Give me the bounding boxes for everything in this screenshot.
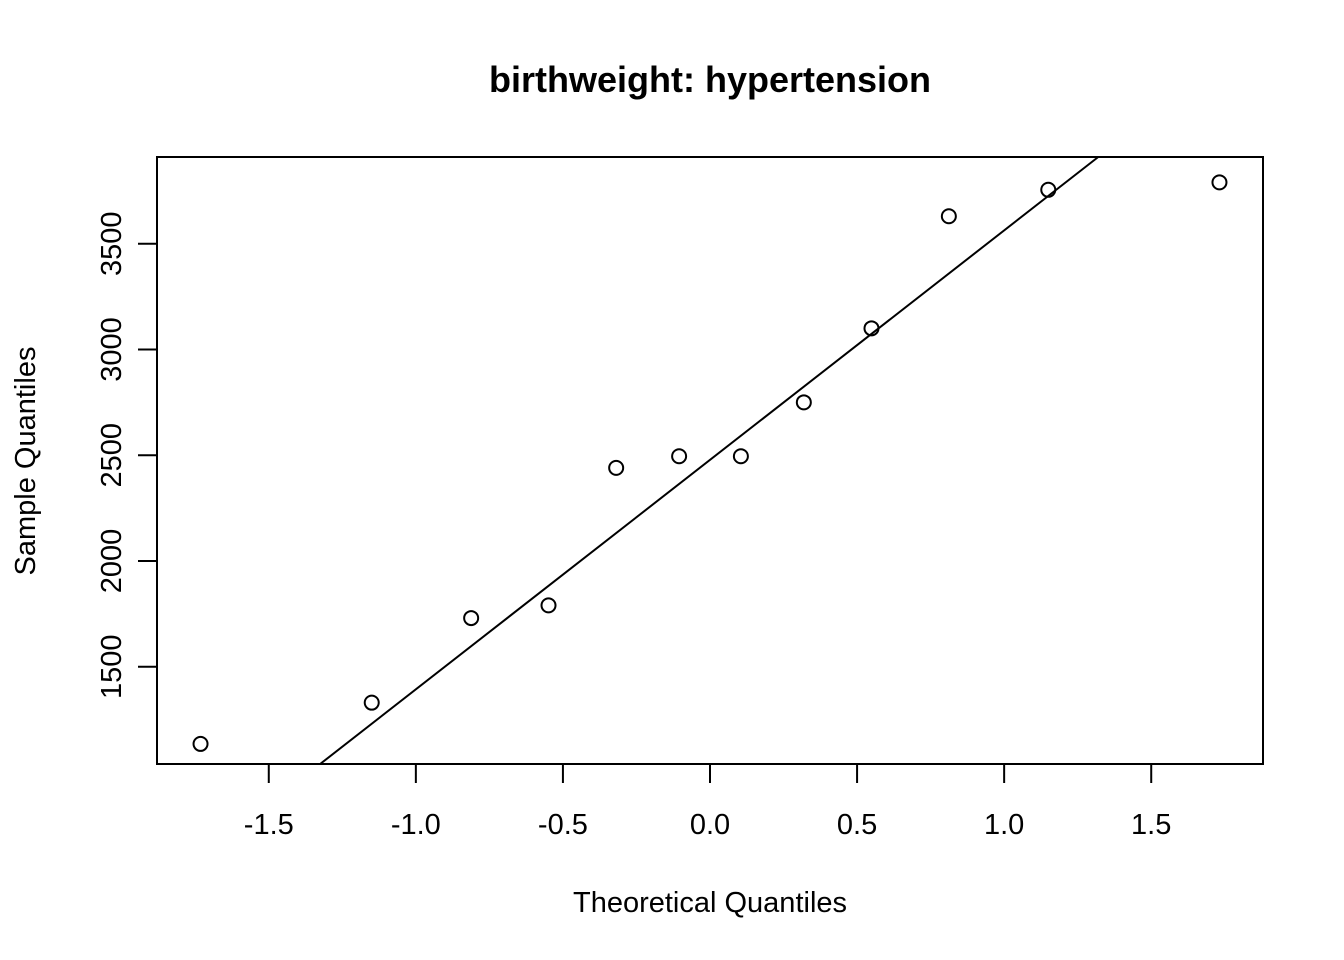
- plot-area: [156, 156, 1264, 765]
- x-axis-title: Theoretical Quantiles: [573, 887, 847, 919]
- data-point: [1040, 181, 1057, 198]
- y-tick-label: 2500: [96, 423, 128, 488]
- x-axis: -1.5 -1.0 -0.5 0.0 0.5 1.0 1.5: [244, 763, 1171, 841]
- y-axis-title: Sample Quantiles: [10, 347, 42, 576]
- chart-title: birthweight: hypertension: [489, 59, 931, 100]
- data-points: [192, 174, 1228, 752]
- data-point: [795, 394, 812, 411]
- data-point: [192, 735, 209, 752]
- data-point: [671, 448, 688, 465]
- data-point: [1211, 174, 1228, 191]
- data-point: [732, 448, 749, 465]
- data-point: [540, 597, 557, 614]
- x-tick-label: -1.5: [244, 809, 294, 841]
- y-tick-label: 2000: [96, 529, 128, 594]
- x-tick-label: 0.5: [837, 809, 877, 841]
- data-point: [363, 694, 380, 711]
- x-tick-label: 1.5: [1131, 809, 1171, 841]
- data-point: [608, 459, 625, 476]
- y-axis: 1500 2000 2500 3000 3500: [96, 211, 158, 699]
- x-tick-label: -1.0: [391, 809, 441, 841]
- x-tick-label: 1.0: [984, 809, 1024, 841]
- data-point: [940, 208, 957, 225]
- data-point: [463, 610, 480, 627]
- y-tick-label: 1500: [96, 634, 128, 699]
- data-point: [863, 320, 880, 337]
- x-tick-label: -0.5: [538, 809, 588, 841]
- x-tick-label: 0.0: [690, 809, 730, 841]
- reference-line: [319, 156, 1099, 765]
- y-tick-label: 3500: [96, 211, 128, 276]
- y-tick-label: 3000: [96, 317, 128, 382]
